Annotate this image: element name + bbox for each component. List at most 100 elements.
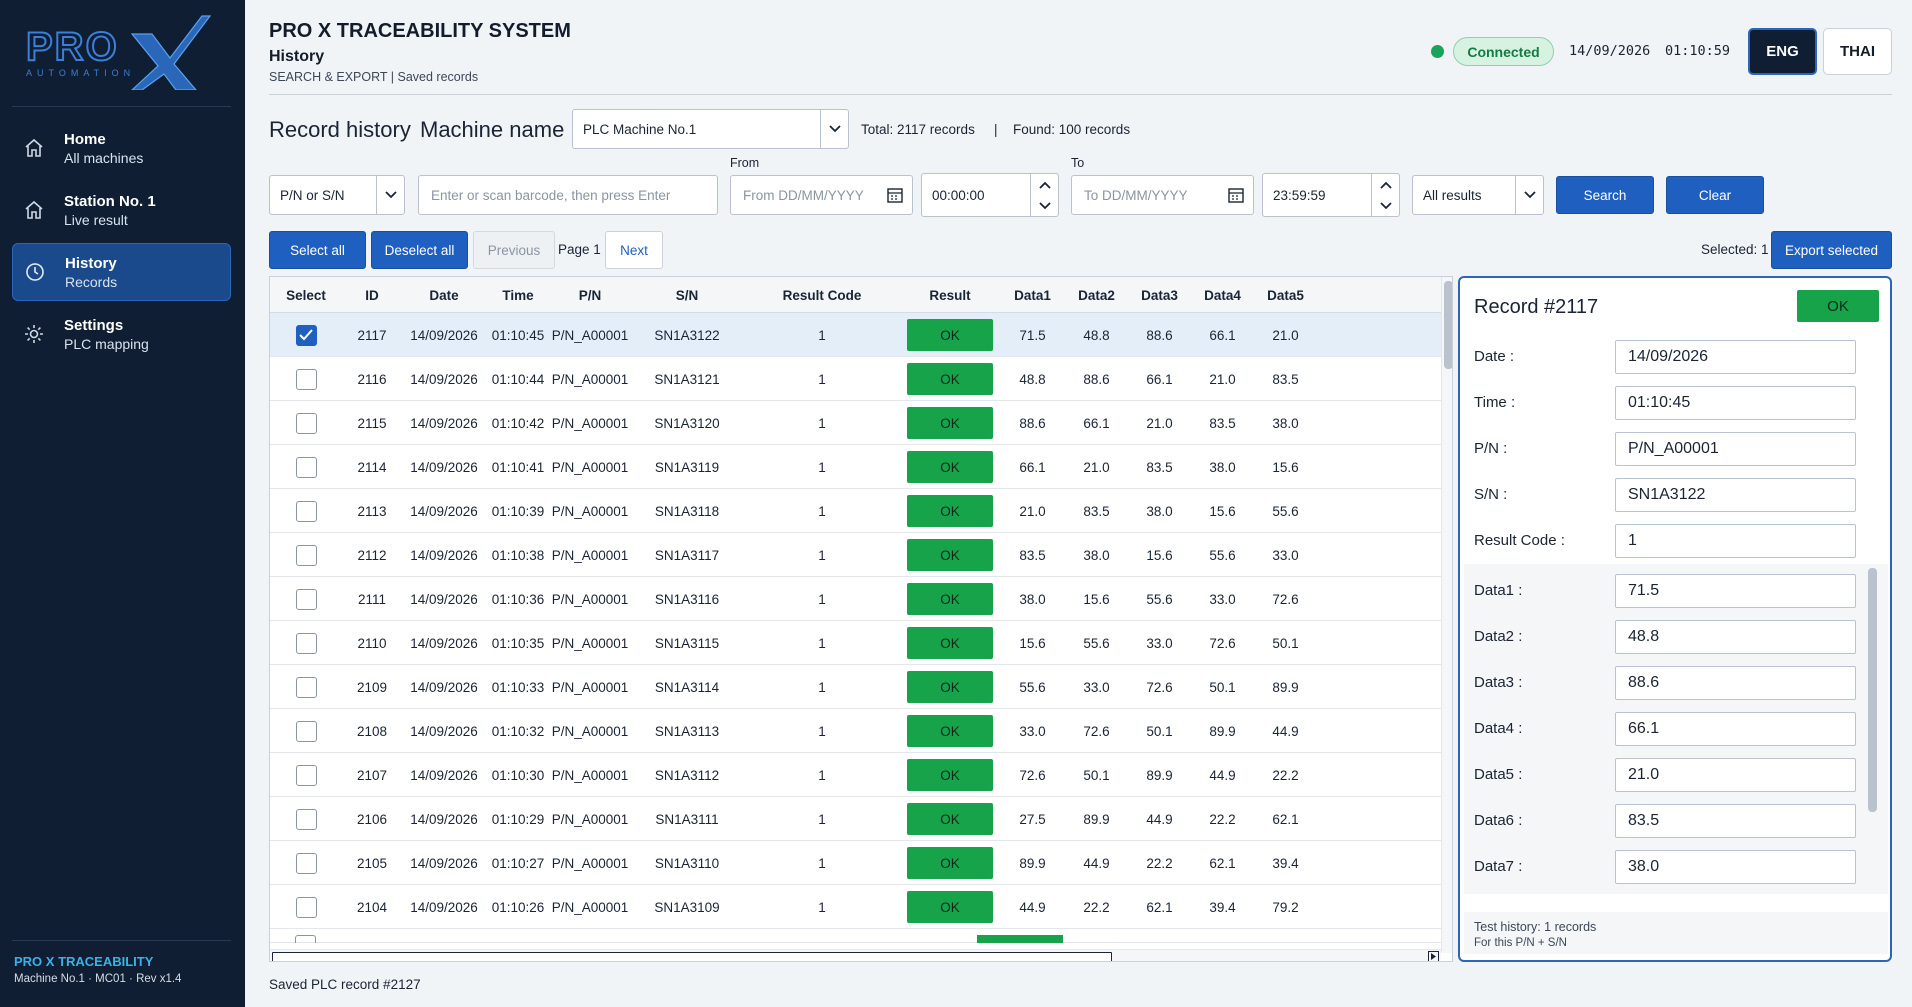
scrollbar-thumb[interactable] [272,952,1112,961]
row-checkbox[interactable] [295,935,316,943]
column-header-data4[interactable]: Data4 [1204,287,1241,303]
detail-scrollbar-thumb[interactable] [1868,568,1877,812]
column-header-pn[interactable]: P/N [578,287,602,303]
table-row[interactable]: 2106 14/09/2026 01:10:29 P/N_A00001 SN1A3111… [270,797,1452,841]
detail-field-value[interactable]: 71.5 [1615,574,1856,608]
gear-icon [22,322,46,346]
column-header-data3[interactable]: Data3 [1141,287,1178,303]
cell-data5: 44.9 [1272,723,1299,739]
calendar-icon[interactable] [1227,186,1245,204]
table-row[interactable]: 2110 14/09/2026 01:10:35 P/N_A00001 SN1A3115… [270,621,1452,665]
search-button[interactable]: Search [1556,176,1654,214]
table-row[interactable]: 2115 14/09/2026 01:10:42 P/N_A00001 SN1A3120… [270,401,1452,445]
column-header-data2[interactable]: Data2 [1078,287,1115,303]
table-row[interactable]: 2111 14/09/2026 01:10:36 P/N_A00001 SN1A3116… [270,577,1452,621]
chevron-up-icon[interactable] [1031,174,1058,195]
chevron-up-icon[interactable] [1372,174,1399,195]
row-checkbox[interactable] [295,412,317,434]
table-row[interactable]: 2117 14/09/2026 01:10:45 P/N_A00001 SN1A3122… [270,313,1452,357]
table-horizontal-scrollbar[interactable] [270,949,1441,961]
calendar-icon[interactable] [886,186,904,204]
scroll-right-arrow-icon[interactable] [1428,951,1439,961]
column-header-sn[interactable]: S/N [675,287,699,303]
from-date-input[interactable]: From DD/MM/YYYY [730,175,913,215]
chevron-down-icon[interactable] [1372,195,1399,216]
export-selected-button[interactable]: Export selected [1771,231,1892,269]
chevron-down-icon[interactable] [1031,195,1058,216]
from-time-input[interactable]: 00:00:00 [921,173,1059,217]
row-checkbox[interactable] [295,764,317,786]
cell-id: 2105 [356,855,388,871]
result-filter-select[interactable]: All results [1412,175,1544,215]
column-header-select[interactable]: Select [286,287,326,303]
row-checkbox[interactable] [295,896,317,918]
table-row[interactable]: 2116 14/09/2026 01:10:44 P/N_A00001 SN1A3121… [270,357,1452,401]
table-row[interactable]: 2109 14/09/2026 01:10:33 P/N_A00001 SN1A3114… [270,665,1452,709]
previous-page-button[interactable]: Previous [473,231,555,269]
row-checkbox[interactable] [295,500,317,522]
detail-field-value[interactable]: 48.8 [1615,620,1856,654]
table-row[interactable]: 2104 14/09/2026 01:10:26 P/N_A00001 SN1A3109… [270,885,1452,929]
cell-date: 14/09/2026 [410,371,478,387]
cell-data3: 38.0 [1146,503,1173,519]
next-page-button[interactable]: Next [605,231,663,269]
to-date-input[interactable]: To DD/MM/YYYY [1071,175,1254,215]
column-header-date[interactable]: Date [429,287,459,303]
machine-select[interactable]: PLC Machine No.1 [572,109,849,149]
row-checkbox[interactable] [295,456,317,478]
detail-field-value[interactable]: 38.0 [1615,850,1856,884]
sidebar-item-home[interactable]: Home All machines [12,119,231,177]
detail-field-value[interactable]: 01:10:45 [1615,386,1856,420]
detail-field-value[interactable]: P/N_A00001 [1615,432,1856,466]
detail-field-value[interactable]: 66.1 [1615,712,1856,746]
detail-field-value[interactable]: SN1A3122 [1615,478,1856,512]
result-ok-badge: OK [907,319,993,351]
time-spinner[interactable] [1030,174,1058,216]
column-header-result[interactable]: Result [929,287,971,303]
result-ok-badge: OK [907,495,993,527]
column-header-data5[interactable]: Data5 [1267,287,1304,303]
row-checkbox[interactable] [295,324,317,346]
table-row[interactable]: 2113 14/09/2026 01:10:39 P/N_A00001 SN1A3118… [270,489,1452,533]
column-header-time[interactable]: Time [502,287,534,303]
table-row[interactable]: 2105 14/09/2026 01:10:27 P/N_A00001 SN1A3110… [270,841,1452,885]
detail-field-value[interactable]: 21.0 [1615,758,1856,792]
sidebar-item-sub: All machines [64,149,144,166]
barcode-search-input[interactable]: Enter or scan barcode, then press Enter [418,175,718,215]
select-all-button[interactable]: Select all [269,231,366,269]
row-checkbox[interactable] [295,808,317,830]
detail-field-value[interactable]: 14/09/2026 [1615,340,1856,374]
row-checkbox[interactable] [295,720,317,742]
table-vertical-scrollbar[interactable] [1441,277,1452,953]
table-row[interactable]: 2114 14/09/2026 01:10:41 P/N_A00001 SN1A3119… [270,445,1452,489]
row-checkbox[interactable] [295,852,317,874]
column-header-id[interactable]: ID [365,287,379,303]
clear-button[interactable]: Clear [1666,176,1764,214]
detail-field-value[interactable]: 1 [1615,524,1856,558]
table-row[interactable]: 2108 14/09/2026 01:10:32 P/N_A00001 SN1A3113… [270,709,1452,753]
table-row[interactable]: 2112 14/09/2026 01:10:38 P/N_A00001 SN1A3117… [270,533,1452,577]
lang-thai-button[interactable]: THAI [1823,28,1892,75]
row-checkbox[interactable] [295,368,317,390]
row-checkbox[interactable] [295,632,317,654]
table-row[interactable]: 2107 14/09/2026 01:10:30 P/N_A00001 SN1A3112… [270,753,1452,797]
sidebar-item-settings[interactable]: Settings PLC mapping [12,305,231,363]
row-checkbox[interactable] [295,676,317,698]
scrollbar-thumb[interactable] [1444,281,1452,369]
deselect-all-button[interactable]: Deselect all [371,231,468,269]
detail-field-value[interactable]: 83.5 [1615,804,1856,838]
total-records: Total: 2117 records [861,122,975,137]
sidebar-item-history[interactable]: History Records [12,243,231,301]
row-checkbox[interactable] [295,588,317,610]
time-spinner[interactable] [1371,174,1399,216]
row-checkbox[interactable] [295,544,317,566]
search-field-select[interactable]: P/N or S/N [269,175,405,215]
column-header-data1[interactable]: Data1 [1014,287,1051,303]
sidebar-item-sub: Live result [64,211,128,228]
detail-field-value[interactable]: 88.6 [1615,666,1856,700]
to-time-input[interactable]: 23:59:59 [1262,173,1400,217]
column-header-result-code[interactable]: Result Code [782,287,862,303]
lang-eng-button[interactable]: ENG [1748,28,1817,75]
cell-id: 2108 [356,723,388,739]
sidebar-item-station[interactable]: Station No. 1 Live result [12,181,231,239]
